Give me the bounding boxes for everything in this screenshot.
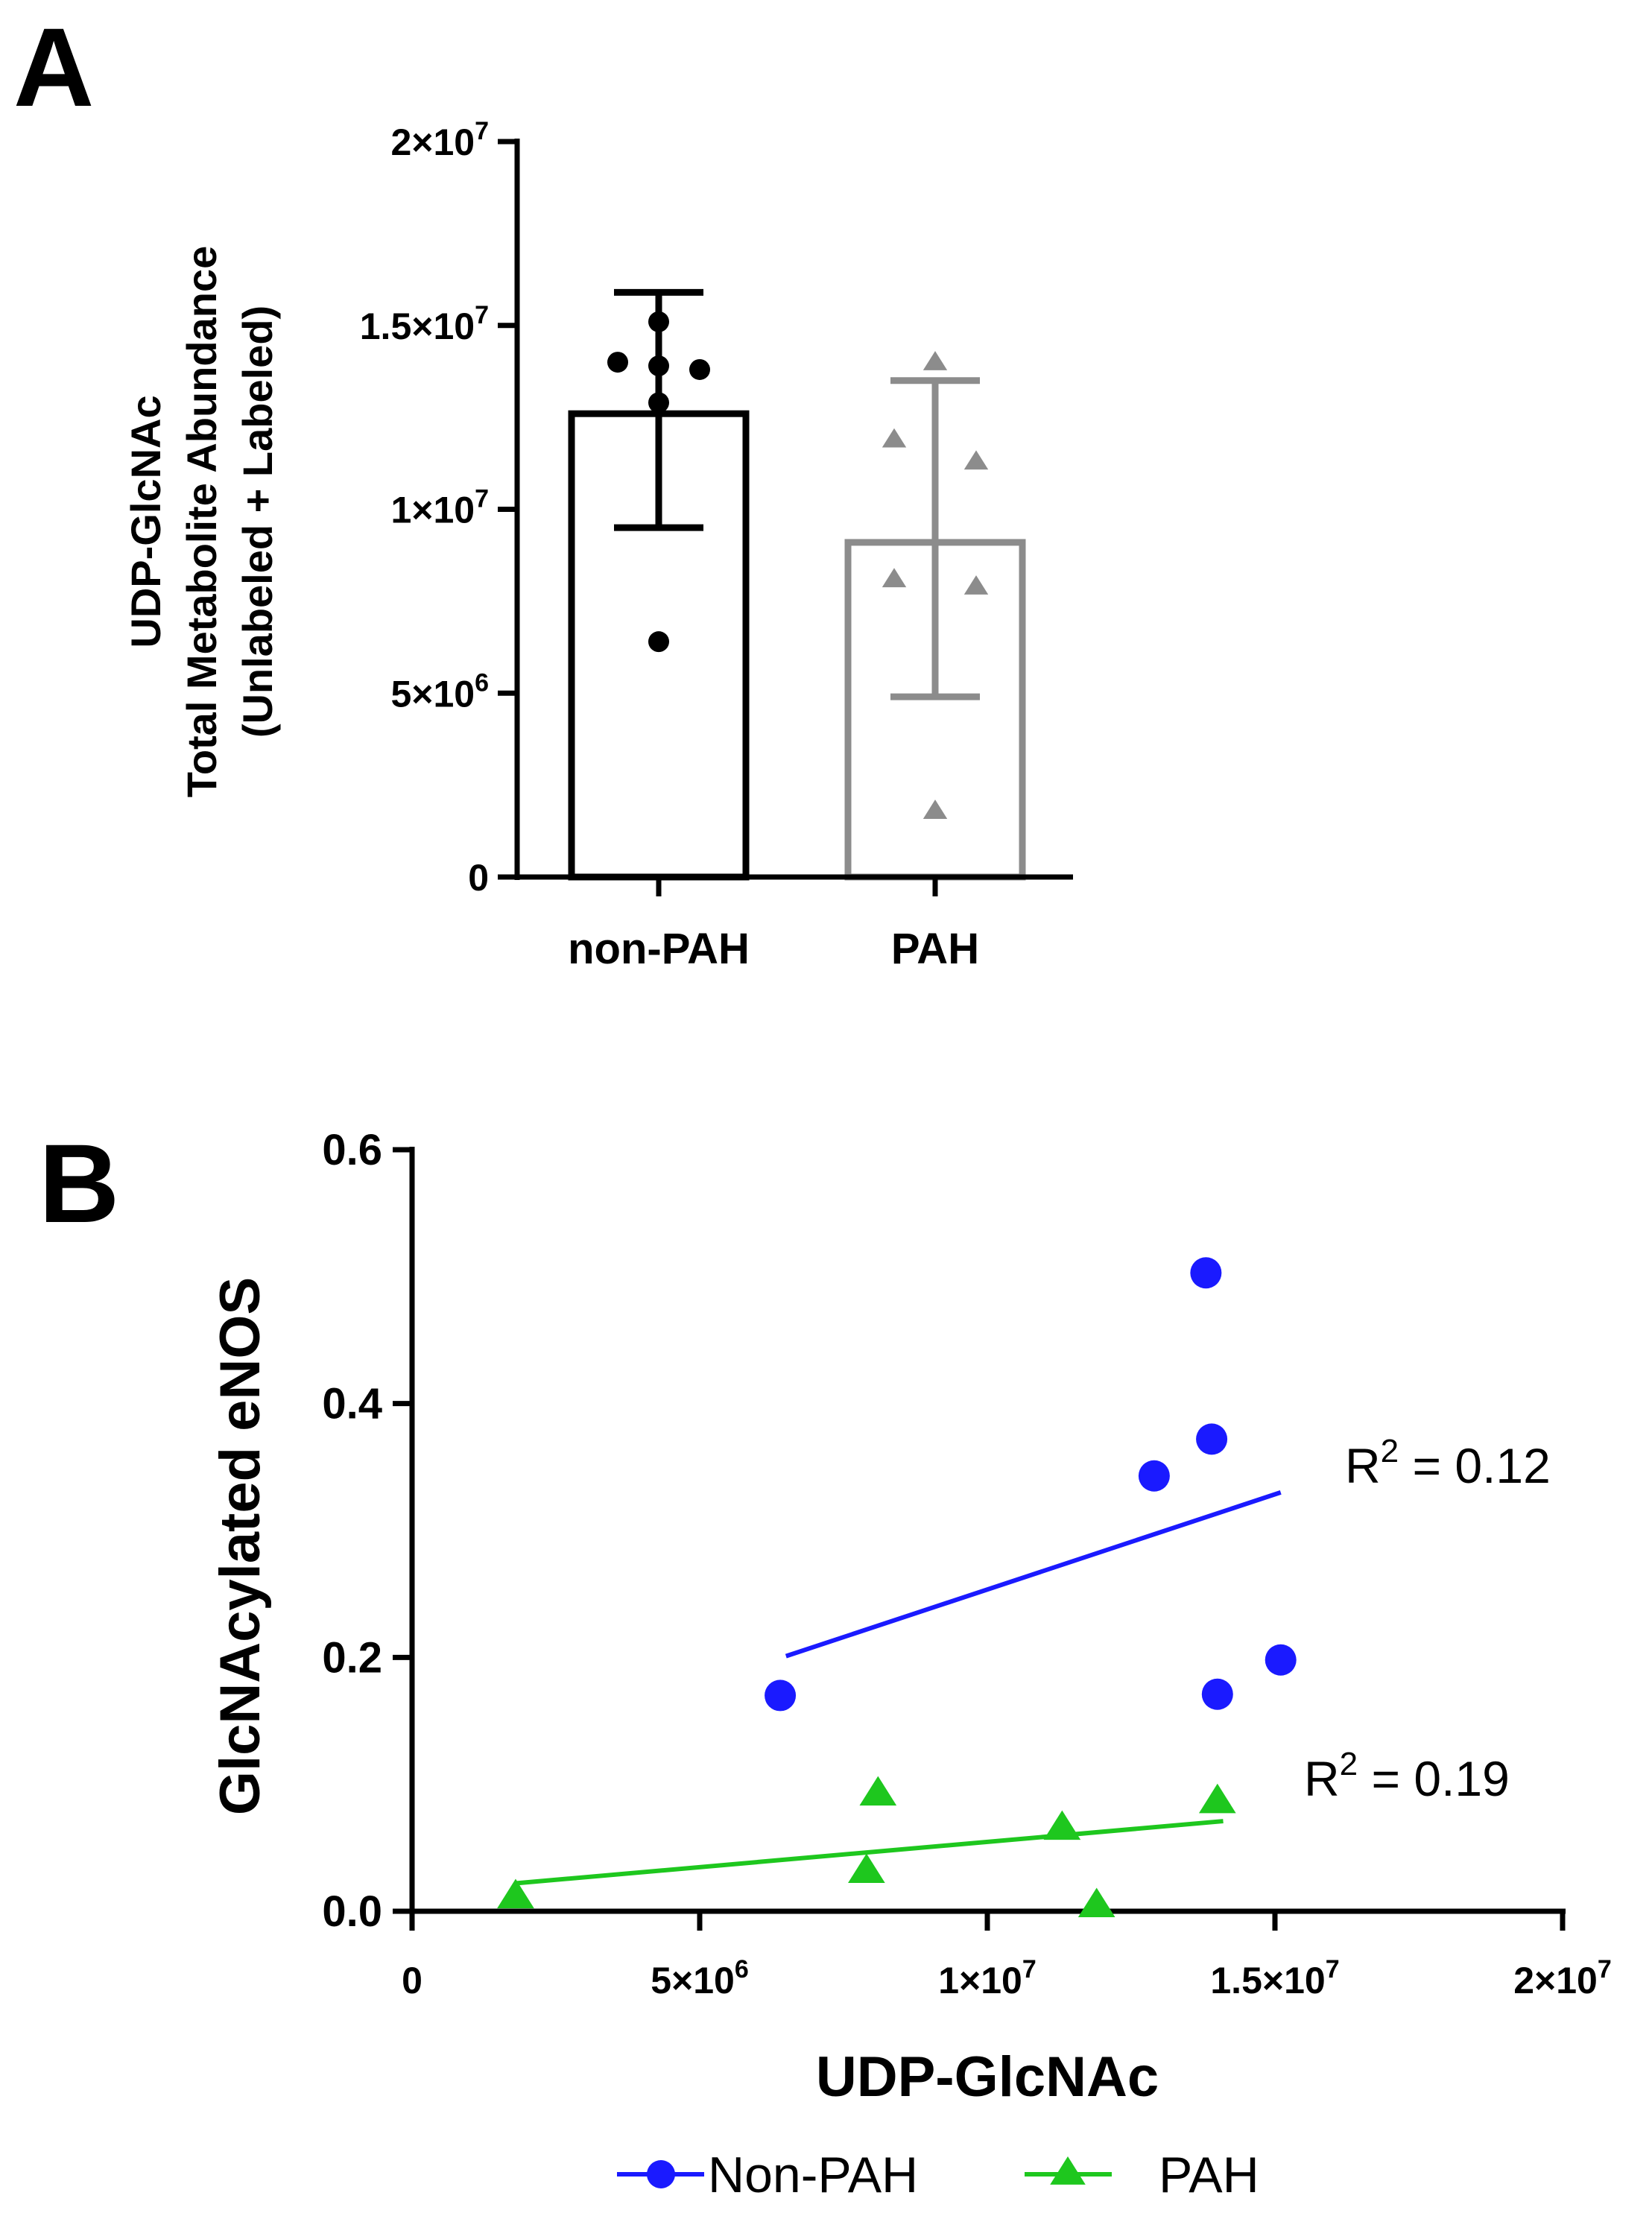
fit-line-PAH — [515, 1819, 1224, 1886]
r2-label-Non-PAH: R2 = 0.12 — [1345, 1433, 1551, 1493]
point-PAH — [1198, 1783, 1236, 1814]
panel-a-y-tick-label: 5×106 — [390, 668, 489, 715]
r2-symbol: R — [1345, 1438, 1381, 1493]
point-Non-PAH — [1138, 1460, 1170, 1492]
panel-b-points — [497, 1257, 1297, 1918]
panel-b-y-tick-label: 0.6 — [322, 1126, 382, 1174]
panel-b-axes: 0.00.20.40.60 5×106 1×107 1.5×107 2×107 — [322, 1126, 1611, 2001]
point-Non-PAH — [1190, 1257, 1222, 1289]
panel-b-x-tick-label-mantissa: 1×10 — [938, 1960, 1022, 2001]
panel-a-y-tick-label-mantissa: 5×10 — [390, 673, 475, 715]
panel-b-y-tick-label: 0.0 — [322, 1887, 382, 1936]
panel-b-x-tick-label-mantissa: 2×10 — [1513, 1960, 1598, 2001]
panel-a-y-tick-label-mantissa: 2×10 — [390, 121, 475, 163]
panel-b-legend: Non-PAH PAH — [617, 2147, 1259, 2203]
point-Non-PAH — [765, 1680, 797, 1712]
panel-a-y-label-line: (Unlabeled + Labeled) — [234, 306, 281, 738]
panel-b: B GlcNAcylated eNOS UDP-GlcNAc 0.0 0.2 0.4… — [39, 1121, 1612, 2203]
point-Non-PAH — [1196, 1423, 1228, 1455]
panel-b-fit-lines — [515, 1490, 1282, 1886]
point-PAH — [963, 450, 989, 470]
r2-exponent: 2 — [1340, 1746, 1358, 1782]
r2-label-PAH: R2 = 0.19 — [1304, 1746, 1510, 1806]
point-PAH — [1043, 1810, 1081, 1840]
panel-b-x-tick-label: 0 — [402, 1960, 423, 2001]
panel-b-x-tick-label-mantissa: 5×10 — [651, 1960, 735, 2001]
panel-a-y-axis-label: UDP-GlcNAc Total Metabolite Abundance (Unl… — [122, 246, 281, 797]
panel-a-label: A — [13, 4, 94, 130]
panel-b-x-tick-label-exponent: 6 — [735, 1955, 749, 1984]
panel-a-y-label-line: UDP-GlcNAc — [122, 395, 169, 648]
panel-b-x-axis-label: UDP-GlcNAc — [816, 2045, 1159, 2109]
panel-b-x-tick-label-exponent: 7 — [1022, 1955, 1037, 1984]
r2-symbol: R — [1304, 1751, 1340, 1806]
point-PAH — [882, 428, 907, 448]
r2-value: = 0.19 — [1358, 1751, 1510, 1806]
point-PAH — [1077, 1887, 1115, 1918]
panel-b-x-tick-label-mantissa: 0 — [402, 1960, 423, 2001]
panel-b-x-tick-label-mantissa: 1.5×10 — [1210, 1960, 1325, 2001]
panel-a: A UDP-GlcNAc Total Metabolite Abundance (U… — [13, 4, 1073, 973]
panel-a-y-label-line: Total Metabolite Abundance — [178, 246, 225, 797]
point-non-PAH — [648, 631, 669, 653]
panel-a-bars — [568, 288, 1026, 881]
panel-a-y-tick-label-exponent: 7 — [475, 117, 489, 145]
panel-b-y-tick-label: 0.4 — [322, 1380, 382, 1428]
point-PAH — [848, 1853, 885, 1884]
legend-label-Non-PAH: Non-PAH — [708, 2147, 918, 2203]
legend-label-PAH: PAH — [1159, 2147, 1259, 2203]
panel-b-x-tick-label: 2×107 — [1513, 1955, 1612, 2001]
r2-value: = 0.12 — [1399, 1438, 1551, 1493]
point-PAH — [859, 1776, 897, 1806]
panel-a-x-tick-label: non-PAH — [568, 925, 750, 973]
point-PAH — [497, 1878, 534, 1909]
legend-marker-PAH — [1050, 2156, 1086, 2185]
panel-a-y-tick-label: 0 — [468, 857, 489, 899]
panel-a-y-tick-label-mantissa: 0 — [468, 857, 489, 899]
point-non-PAH — [648, 311, 669, 332]
panel-b-x-tick-label: 5×106 — [651, 1955, 749, 2001]
panel-b-x-tick-label-exponent: 7 — [1326, 1955, 1340, 1984]
fit-line-Non-PAH — [785, 1490, 1282, 1659]
panel-a-y-tick-label-mantissa: 1.5×10 — [360, 306, 475, 347]
point-Non-PAH — [1265, 1644, 1297, 1676]
point-non-PAH — [689, 358, 710, 380]
panel-b-y-axis-label: GlcNAcylated eNOS — [209, 1277, 272, 1815]
panel-b-x-tick-label-exponent: 7 — [1598, 1955, 1612, 1984]
panel-a-x-tick-label: PAH — [891, 925, 979, 973]
panel-a-y-tick-label-exponent: 7 — [475, 301, 489, 329]
panel-b-y-tick-label: 0.2 — [322, 1633, 382, 1682]
r2-exponent: 2 — [1381, 1433, 1399, 1469]
panel-b-x-tick-label: 1.5×107 — [1210, 1955, 1339, 2001]
panel-a-y-tick-label-mantissa: 1×10 — [390, 490, 475, 531]
panel-a-y-tick-label: 1.5×107 — [360, 301, 489, 347]
legend-marker-Non-PAH — [647, 2160, 675, 2188]
panel-a-points — [607, 311, 989, 819]
panel-b-x-tick-label: 1×107 — [938, 1955, 1037, 2001]
point-non-PAH — [648, 355, 669, 377]
point-non-PAH — [648, 392, 669, 414]
point-non-PAH — [607, 352, 628, 373]
panel-a-y-tick-label-exponent: 7 — [475, 485, 489, 513]
point-PAH — [922, 800, 948, 819]
point-PAH — [963, 575, 989, 595]
point-PAH — [882, 568, 907, 588]
panel-a-y-tick-label-exponent: 6 — [475, 668, 489, 697]
panel-a-y-tick-label: 1×107 — [390, 485, 489, 531]
point-PAH — [922, 351, 948, 370]
panel-a-y-tick-label: 2×107 — [390, 117, 489, 163]
point-Non-PAH — [1201, 1678, 1233, 1710]
panel-b-label: B — [39, 1121, 119, 1246]
